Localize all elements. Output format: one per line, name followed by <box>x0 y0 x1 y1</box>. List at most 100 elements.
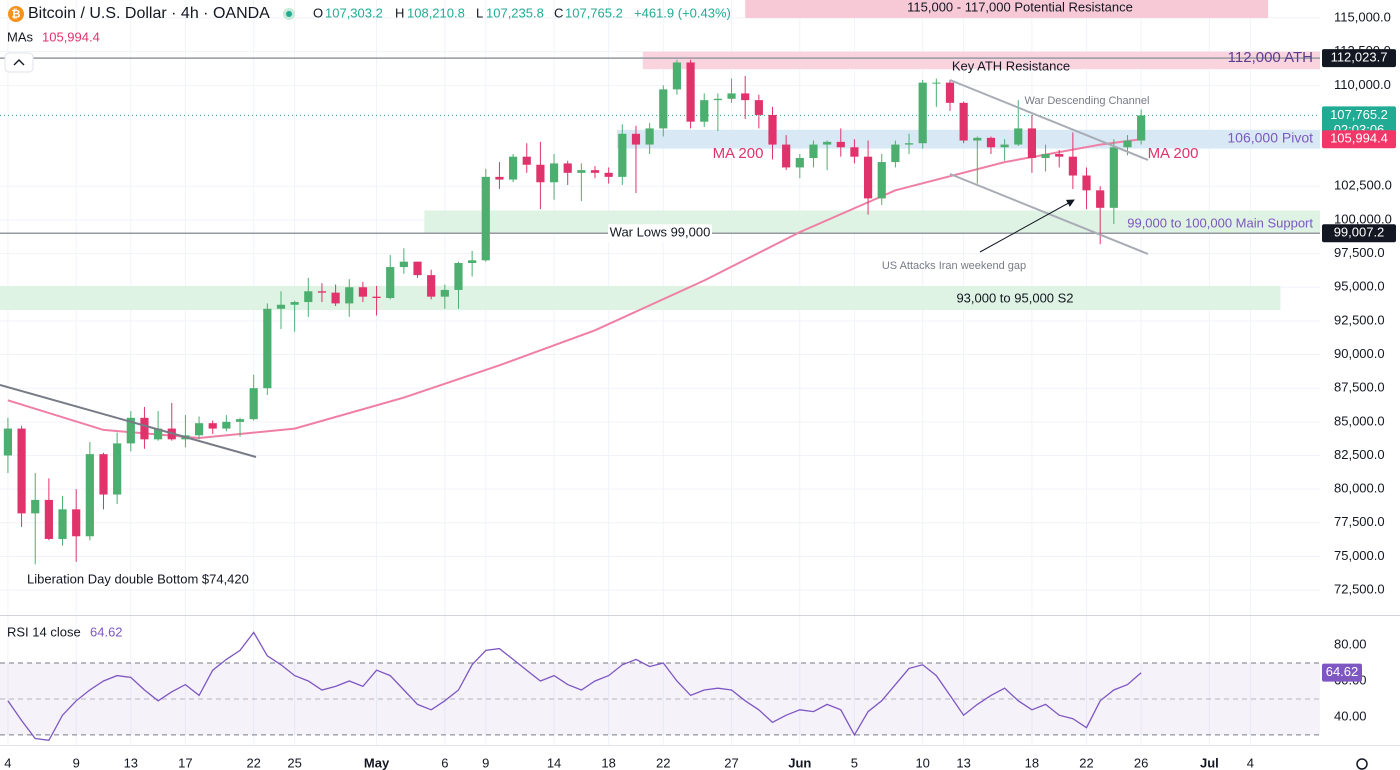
y-tick-label: 95,000.0 <box>1334 279 1385 294</box>
candle-body <box>31 499 40 514</box>
candle-body <box>891 144 900 163</box>
change: +461.9 (+0.43%) <box>634 5 731 20</box>
ohlc-label: L <box>476 5 483 20</box>
annotation: War Descending Channel <box>1025 95 1150 107</box>
candle-body <box>427 275 436 297</box>
candle-body <box>604 172 613 177</box>
annotation: MA 200 <box>1148 145 1199 162</box>
x-tick-label: 25 <box>287 755 301 770</box>
candle-body <box>3 428 13 456</box>
x-tick-label: Jun <box>788 755 811 770</box>
y-tick-label: 72,500.0 <box>1334 582 1385 597</box>
candle-body <box>126 417 135 444</box>
zone <box>642 51 1320 70</box>
candle-body <box>113 443 122 495</box>
candle-body <box>1000 144 1009 148</box>
candle-body <box>1109 147 1118 208</box>
zone-label: 99,000 to 100,000 Main Support <box>1127 215 1313 230</box>
rsi-legend-label[interactable]: RSI 14 close <box>7 624 81 639</box>
candle-body <box>631 133 641 145</box>
candle-body <box>331 292 340 304</box>
symbol-title[interactable]: Bitcoin / U.S. Dollar · 4h · OANDA <box>28 5 270 22</box>
price-badge-label: 112,023.7 <box>1331 50 1388 65</box>
candle-body <box>276 304 286 309</box>
price-pane <box>0 0 1320 615</box>
candle-body <box>863 156 873 199</box>
channel-upper <box>949 79 1149 161</box>
candle-body <box>290 302 299 305</box>
candle-body <box>99 454 108 495</box>
candle-body <box>235 419 245 422</box>
ohlc-label: C <box>554 5 563 20</box>
ma-legend-value: 105,994.4 <box>42 29 100 44</box>
candle-body <box>372 296 381 299</box>
candle-body <box>358 287 368 297</box>
candle-body <box>413 261 422 276</box>
candle-body <box>1055 153 1064 157</box>
zone <box>0 285 1281 311</box>
price-badge <box>1322 130 1396 149</box>
candle-body <box>932 82 941 84</box>
y-tick-label: 87,500.0 <box>1334 380 1385 395</box>
candle-body <box>317 291 327 293</box>
candle-body <box>440 289 449 297</box>
x-tick-label: 22 <box>1079 755 1093 770</box>
x-tick-label: 4 <box>1247 755 1254 770</box>
overlay: War Descending Channel US Attacks Iran w… <box>0 5 1400 770</box>
collapse-icon <box>13 59 25 66</box>
y-tick-label: 90,000.0 <box>1334 346 1385 361</box>
candle-body <box>481 176 490 261</box>
candle-body <box>72 509 81 537</box>
x-tick-label: 22 <box>246 755 260 770</box>
ohlc-value: 107,235.8 <box>486 5 544 20</box>
x-tick-label: 10 <box>915 755 929 770</box>
candle-body <box>904 143 914 145</box>
candle-body <box>263 308 272 389</box>
ohlc-label: O <box>313 5 323 20</box>
candle-body <box>563 163 572 173</box>
candle-body <box>1096 190 1105 208</box>
zone <box>745 0 1269 19</box>
x-tick-label: Jul <box>1200 755 1219 770</box>
collapse-button[interactable] <box>4 52 34 73</box>
x-tick-label: 4 <box>4 755 11 770</box>
level-name-bg <box>608 224 712 243</box>
candle-body <box>959 102 968 141</box>
price-badge <box>1322 49 1396 68</box>
candle-body <box>249 388 258 420</box>
candle-body <box>754 100 763 115</box>
candle-body <box>1123 140 1132 148</box>
zone-label: Key ATH Resistance <box>952 58 1070 73</box>
candle-body <box>659 89 668 129</box>
y-tick-label: 75,000.0 <box>1334 548 1385 563</box>
ohlc-value: 107,303.2 <box>325 5 383 20</box>
annotation: US Attacks Iran weekend gap <box>882 260 1026 272</box>
candle-body <box>986 137 996 148</box>
y-tick-label: 80,000.0 <box>1334 481 1385 496</box>
price-badge-label: 107,765.2 <box>1330 107 1388 122</box>
x-tick-label: 18 <box>1025 755 1039 770</box>
ma-legend-label[interactable]: MAs <box>7 29 34 44</box>
candle-body <box>58 509 67 539</box>
candle-body <box>44 499 53 539</box>
settings-button[interactable] <box>1356 758 1368 770</box>
price-badge-label: 105,994.4 <box>1330 131 1388 146</box>
x-tick-label: 18 <box>601 755 615 770</box>
zone-label: 93,000 to 95,000 S2 <box>956 290 1073 305</box>
candle-body <box>809 144 818 159</box>
y-tick-label: 115,000.0 <box>1334 9 1391 24</box>
candle-body <box>590 170 600 173</box>
candle-body <box>741 93 750 101</box>
x-tick-label: 13 <box>956 755 970 770</box>
candle-body <box>823 141 832 145</box>
candle-body <box>700 100 709 122</box>
trendline <box>0 384 257 458</box>
candle-body <box>208 423 217 429</box>
candle-body <box>549 163 559 183</box>
candle-body <box>1041 153 1050 159</box>
candle-body <box>782 144 791 168</box>
x-tick-label: 27 <box>724 755 738 770</box>
rsi-tick-label: 80.00 <box>1334 636 1367 651</box>
candle-body <box>154 428 163 440</box>
